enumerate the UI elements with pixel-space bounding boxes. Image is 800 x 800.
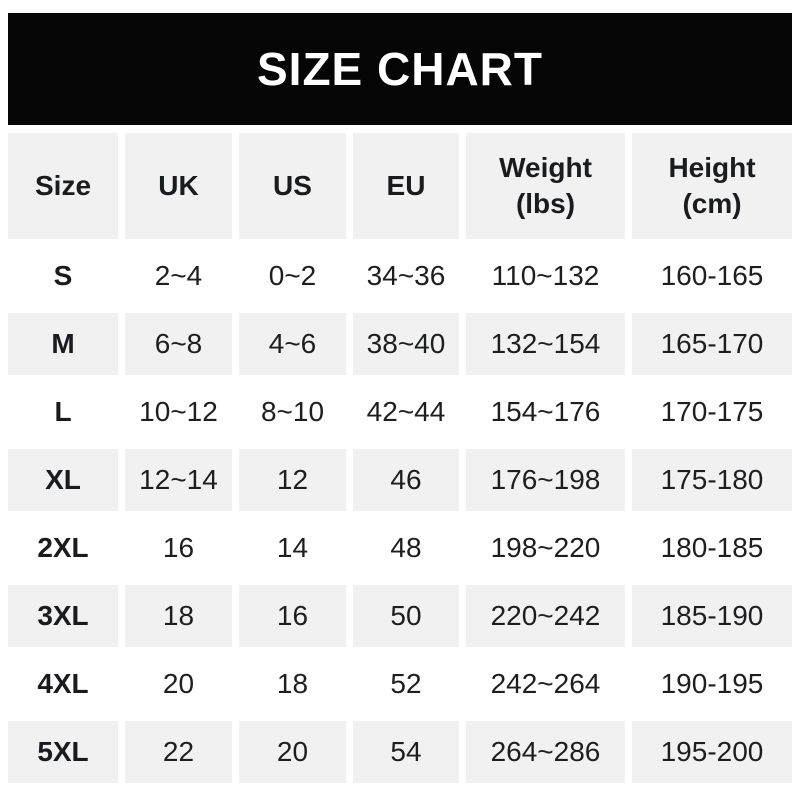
table-cell: 170-175: [632, 381, 792, 443]
row-label-l: L: [8, 381, 118, 443]
row-label-2xl: 2XL: [8, 517, 118, 579]
size-chart-page: SIZE CHART Size UK US EU Weight (lbs) He…: [8, 13, 792, 783]
table-cell: 54: [353, 721, 459, 783]
table-cell: 154~176: [466, 381, 625, 443]
row-label-m: M: [8, 313, 118, 375]
page-title: SIZE CHART: [257, 43, 543, 95]
table-cell: 52: [353, 653, 459, 715]
column-header-sub: (lbs): [515, 188, 576, 219]
table-cell: 18: [239, 653, 346, 715]
table-cell: 12~14: [125, 449, 232, 511]
table-cell: 48: [353, 517, 459, 579]
table-cell: 4~6: [239, 313, 346, 375]
table-cell: 12: [239, 449, 346, 511]
size-chart-table: Size UK US EU Weight (lbs) Height (cm) S…: [8, 133, 792, 783]
table-cell: 165-170: [632, 313, 792, 375]
table-cell: 14: [239, 517, 346, 579]
table-cell: 220~242: [466, 585, 625, 647]
table-cell: 176~198: [466, 449, 625, 511]
column-header-size: Size: [8, 133, 118, 239]
table-cell: 22: [125, 721, 232, 783]
table-cell: 160-165: [632, 245, 792, 307]
table-cell: 0~2: [239, 245, 346, 307]
table-cell: 6~8: [125, 313, 232, 375]
column-header-label: Height: [668, 152, 756, 183]
table-cell: 42~44: [353, 381, 459, 443]
column-header-label: Weight: [499, 152, 592, 183]
table-cell: 198~220: [466, 517, 625, 579]
table-cell: 8~10: [239, 381, 346, 443]
table-cell: 264~286: [466, 721, 625, 783]
row-label-s: S: [8, 245, 118, 307]
table-cell: 18: [125, 585, 232, 647]
table-cell: 16: [125, 517, 232, 579]
row-label-xl: XL: [8, 449, 118, 511]
row-label-4xl: 4XL: [8, 653, 118, 715]
table-cell: 242~264: [466, 653, 625, 715]
table-cell: 50: [353, 585, 459, 647]
column-header-label: US: [273, 170, 312, 201]
column-header-sub: (cm): [682, 188, 742, 219]
column-header-label: Size: [34, 170, 92, 201]
table-cell: 46: [353, 449, 459, 511]
column-header-eu: EU: [353, 133, 459, 239]
size-chart-banner: SIZE CHART: [8, 13, 792, 125]
table-cell: 185-190: [632, 585, 792, 647]
table-cell: 2~4: [125, 245, 232, 307]
column-header-label: UK: [158, 170, 199, 201]
table-cell: 34~36: [353, 245, 459, 307]
column-header-height: Height (cm): [632, 133, 792, 239]
table-cell: 110~132: [466, 245, 625, 307]
table-cell: 20: [125, 653, 232, 715]
column-header-uk: UK: [125, 133, 232, 239]
table-cell: 180-185: [632, 517, 792, 579]
table-cell: 10~12: [125, 381, 232, 443]
column-header-weight: Weight (lbs): [466, 133, 625, 239]
column-header-us: US: [239, 133, 346, 239]
table-cell: 190-195: [632, 653, 792, 715]
table-cell: 20: [239, 721, 346, 783]
row-label-3xl: 3XL: [8, 585, 118, 647]
table-cell: 175-180: [632, 449, 792, 511]
table-cell: 195-200: [632, 721, 792, 783]
column-header-label: EU: [386, 170, 426, 201]
table-cell: 132~154: [466, 313, 625, 375]
row-label-5xl: 5XL: [8, 721, 118, 783]
table-cell: 38~40: [353, 313, 459, 375]
table-cell: 16: [239, 585, 346, 647]
